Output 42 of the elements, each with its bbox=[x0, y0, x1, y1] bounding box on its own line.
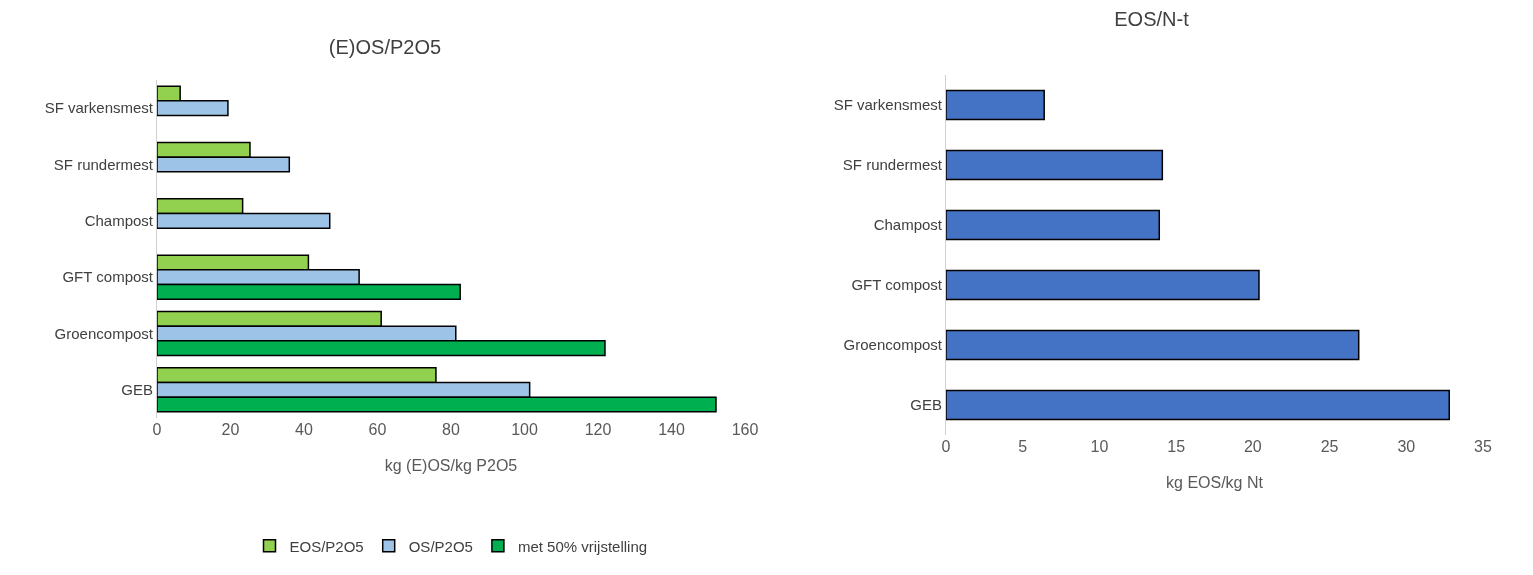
y-tick-label: Groencompost bbox=[843, 336, 943, 354]
bar bbox=[946, 329, 1360, 361]
chart-title: EOS/N-t bbox=[1114, 7, 1190, 30]
x-tick-label: 60 bbox=[368, 421, 387, 438]
x-tick-label: 40 bbox=[295, 421, 313, 438]
y-tick-label: GFT compost bbox=[851, 276, 943, 294]
x-tick-label: 80 bbox=[442, 421, 460, 438]
y-tick-label: SF varkensmest bbox=[44, 99, 154, 117]
x-tick-label: 30 bbox=[1397, 438, 1416, 455]
bar bbox=[946, 89, 1045, 121]
legend-label: OS/P2O5 bbox=[408, 537, 473, 555]
x-axis-title: kg (E)OS/kg P2O5 bbox=[384, 456, 518, 474]
y-tick-label: Groencompost bbox=[54, 324, 154, 342]
legend-label: EOS/P2O5 bbox=[289, 537, 364, 555]
x-tick-label: 0 bbox=[152, 421, 162, 438]
x-tick-label: 120 bbox=[584, 421, 612, 438]
y-tick-label: Champost bbox=[873, 216, 943, 234]
chart-title: (E)OS/P2O5 bbox=[328, 36, 442, 59]
y-tick-label: SF varkensmest bbox=[833, 96, 943, 114]
legend-label: met 50% vrijstelling bbox=[517, 537, 648, 555]
x-tick-label: 20 bbox=[221, 421, 240, 438]
y-tick-label: SF rundermest bbox=[842, 156, 943, 174]
x-axis-title: kg EOS/kg Nt bbox=[1166, 473, 1264, 491]
x-tick-label: 0 bbox=[941, 438, 951, 455]
x-tick-label: 100 bbox=[511, 421, 538, 438]
y-tick-label: GEB bbox=[910, 396, 942, 414]
x-tick-label: 140 bbox=[658, 421, 685, 438]
x-tick-label: 160 bbox=[731, 421, 759, 438]
bar bbox=[946, 389, 1450, 421]
x-tick-label: 15 bbox=[1167, 438, 1186, 455]
y-tick-label: GFT compost bbox=[62, 268, 154, 286]
x-tick-label: 20 bbox=[1243, 438, 1262, 455]
x-tick-label: 10 bbox=[1090, 438, 1109, 455]
bar bbox=[946, 269, 1260, 301]
y-tick-label: GEB bbox=[121, 381, 153, 399]
x-tick-label: 5 bbox=[1018, 438, 1028, 455]
x-tick-label: 25 bbox=[1320, 438, 1339, 455]
bar bbox=[946, 209, 1161, 241]
y-tick-label: Champost bbox=[84, 212, 154, 230]
x-tick-label: 35 bbox=[1474, 438, 1492, 455]
bar bbox=[946, 149, 1164, 181]
y-tick-label: SF rundermest bbox=[53, 155, 154, 173]
